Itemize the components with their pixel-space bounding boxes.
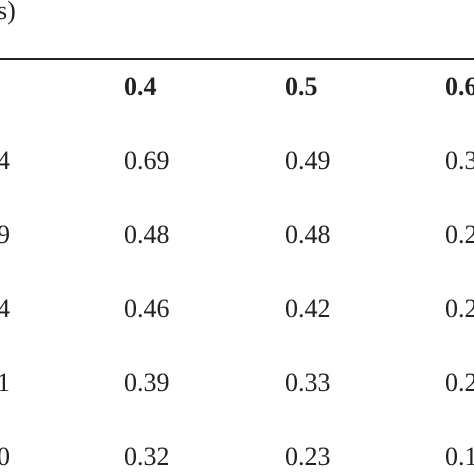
- table-cell: 0.39: [124, 368, 170, 397]
- column-header-0-6: 0.6: [445, 72, 474, 101]
- table-cell: 0.32: [124, 442, 170, 471]
- table-top-header: s): [0, 0, 16, 25]
- table-cell: 0.1: [445, 442, 474, 471]
- row-label: 0: [0, 442, 10, 471]
- table-cell: 0.2: [445, 368, 474, 397]
- table-cell: 0.2: [445, 294, 474, 323]
- row-label: 4: [0, 294, 10, 323]
- table-cell: 0.2: [445, 220, 474, 249]
- row-label: 1: [0, 368, 10, 397]
- column-header-0-4: 0.4: [124, 72, 157, 101]
- table-cell: 0.23: [285, 442, 331, 471]
- table-cell: 0.3: [445, 146, 474, 175]
- row-label: 4: [0, 146, 10, 175]
- table-cell: 0.49: [285, 146, 331, 175]
- table-cell: 0.33: [285, 368, 331, 397]
- table-cell: 0.48: [124, 220, 170, 249]
- table-cell: 0.42: [285, 294, 331, 323]
- table-cell: 0.48: [285, 220, 331, 249]
- table-cell: 0.46: [124, 294, 170, 323]
- column-header-0-5: 0.5: [285, 72, 318, 101]
- row-label: 9: [0, 220, 10, 249]
- table-cell: 0.69: [124, 146, 170, 175]
- table-header-rule: [0, 58, 474, 60]
